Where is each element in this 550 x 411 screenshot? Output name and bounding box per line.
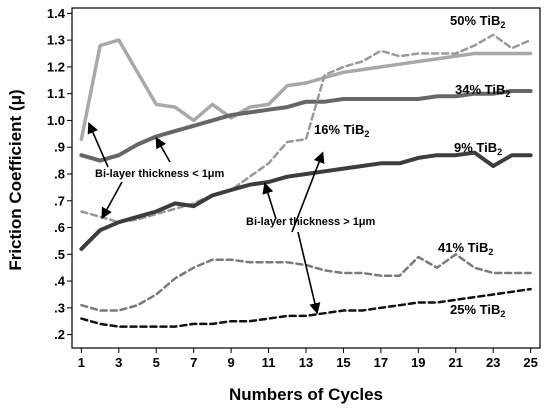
x-tick-label: 3	[115, 355, 122, 370]
series-label-41: 41% TiB2	[438, 240, 493, 257]
x-tick-label: 25	[523, 355, 537, 370]
x-tick-label: 19	[411, 355, 425, 370]
series-line-5	[80, 287, 532, 328]
x-tick-label: 13	[299, 355, 313, 370]
y-tick-label: .5	[54, 247, 65, 262]
series-line-0	[79, 38, 533, 141]
annotation-bilayer-gt-1um: Bi-layer thickness > 1μm	[246, 216, 376, 228]
y-tick-label: .4	[54, 274, 66, 289]
y-tick-label: 1.3	[47, 33, 65, 48]
y-tick-label: .6	[54, 220, 65, 235]
y-tick-label: .2	[54, 327, 65, 342]
annotation-arrow	[297, 231, 321, 315]
y-tick-label: .3	[54, 300, 65, 315]
series-label-50: 50% TiB2	[450, 13, 505, 30]
y-axis-title: Friction Coefficient (μ)	[6, 89, 25, 270]
annotation-arrow	[291, 151, 325, 233]
y-tick-label: .8	[54, 166, 65, 181]
y-tick-label: 1.2	[47, 59, 65, 74]
series-line-3	[79, 150, 533, 251]
x-tick-label: 5	[153, 355, 160, 370]
x-tick-label: 11	[262, 355, 276, 370]
y-tick-label: .7	[54, 193, 65, 208]
y-tick-label: 1.4	[47, 6, 66, 21]
y-axis-ticks: .2 .3 .4 .5 .6 .7 .8 .9 1.0 1.1 1.2 1.3 1.4	[47, 6, 72, 342]
x-tick-label: 1	[78, 355, 85, 370]
annotation-bilayer-lt-1um: Bi-layer thickness < 1μm	[95, 168, 225, 180]
series-lines	[79, 33, 533, 328]
annotation-arrows	[87, 122, 325, 315]
x-tick-label: 9	[228, 355, 235, 370]
y-tick-label: .9	[54, 140, 65, 155]
annotation-arrow	[262, 182, 277, 220]
y-tick-label: 1.1	[47, 86, 65, 101]
x-tick-label: 7	[190, 355, 197, 370]
series-label-25: 25% TiB2	[450, 302, 505, 319]
y-tick-label: 1.0	[47, 113, 65, 128]
series-label-9: 9% TiB2	[454, 140, 502, 157]
x-axis-ticks: 1 3 5 7 9 11 13 15 17 19 21 23 25	[78, 348, 538, 370]
series-label-16: 16% TiB2	[314, 122, 369, 139]
x-tick-label: 21	[449, 355, 463, 370]
series-line-1	[79, 89, 533, 163]
x-tick-label: 23	[486, 355, 500, 370]
series-label-34: 34% TiB2	[455, 82, 510, 99]
x-tick-label: 17	[374, 355, 388, 370]
x-axis-title: Numbers of Cycles	[229, 385, 383, 404]
series-line-2	[80, 33, 532, 224]
annotation-arrow	[155, 136, 171, 163]
annotation-arrow	[101, 181, 123, 220]
annotation-arrow	[87, 122, 109, 168]
x-tick-label: 15	[336, 355, 350, 370]
